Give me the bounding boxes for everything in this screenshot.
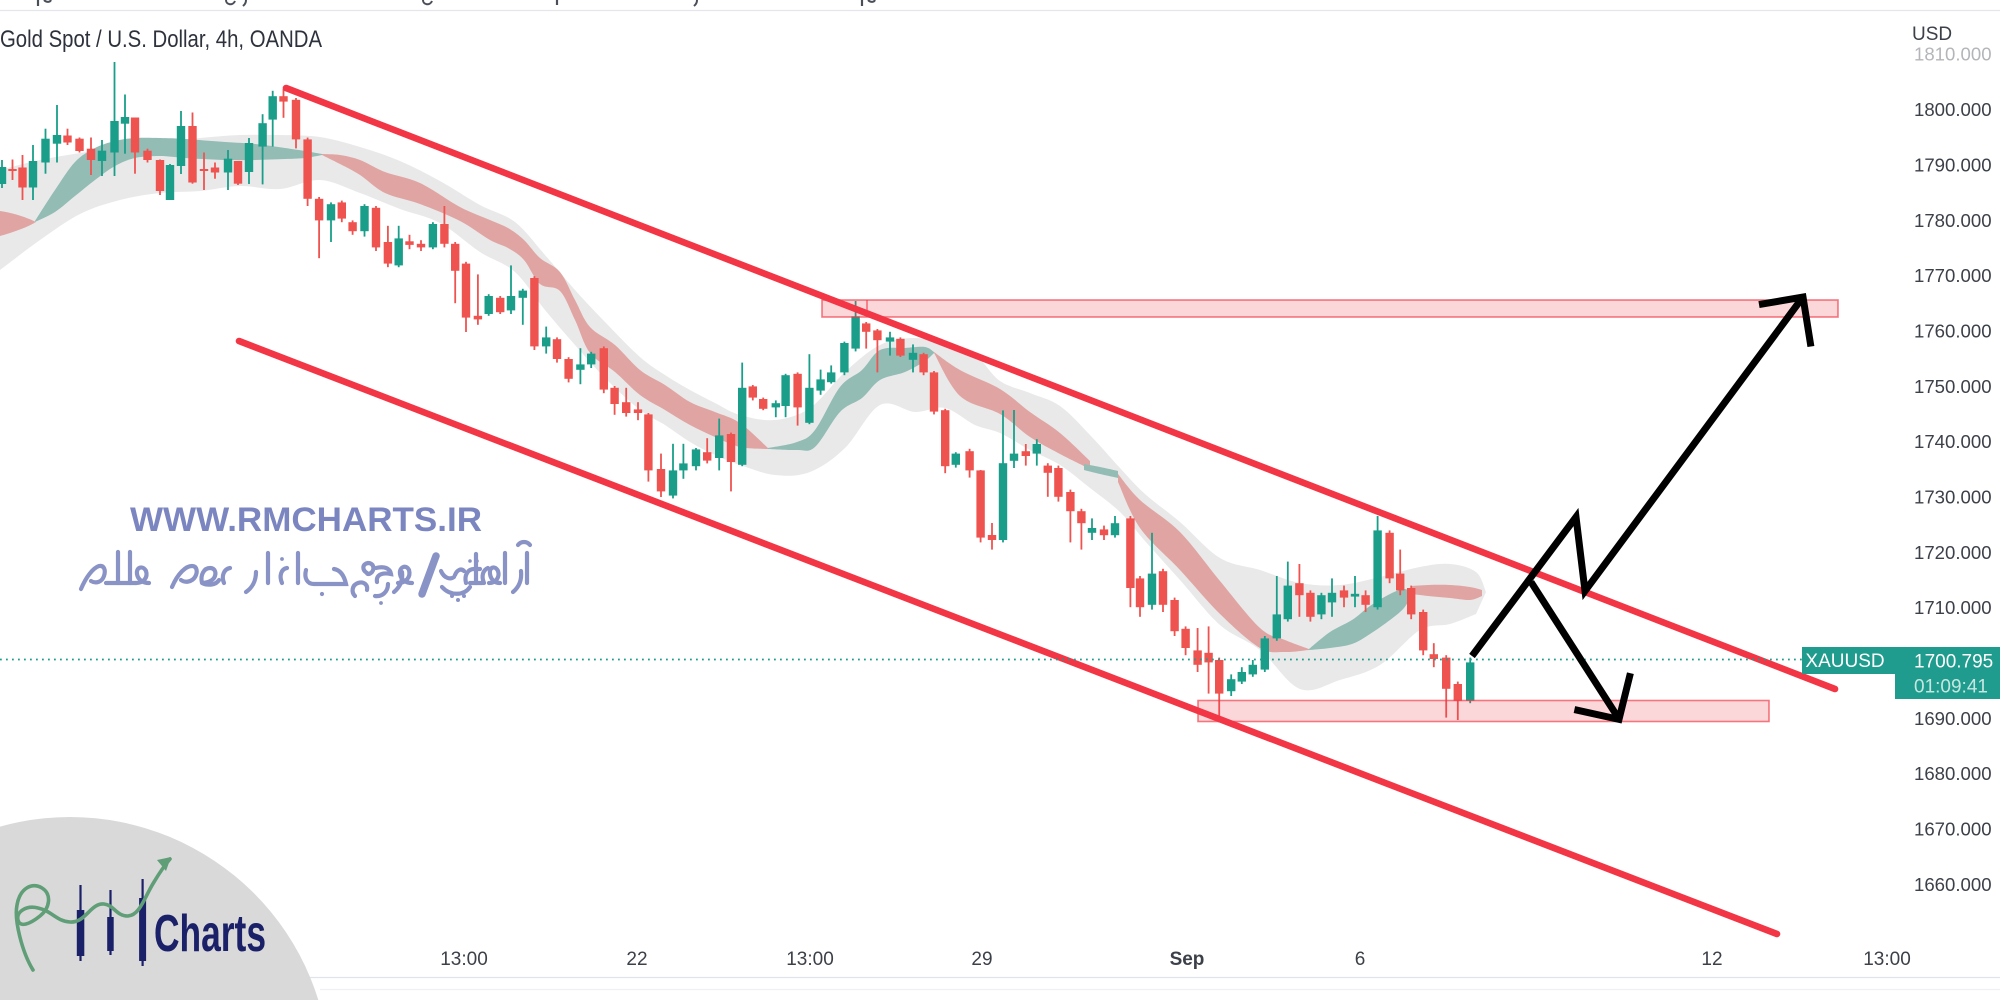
svg-text:1760.000: 1760.000 [1914, 321, 1992, 342]
svg-text:13:00: 13:00 [1863, 949, 1911, 970]
svg-text:1710.000: 1710.000 [1914, 597, 1992, 618]
svg-text:1750.000: 1750.000 [1914, 376, 1992, 397]
svg-text:XAUUSD: XAUUSD [1805, 651, 1884, 672]
svg-text:1690.000: 1690.000 [1914, 708, 1992, 729]
svg-text:1730.000: 1730.000 [1914, 487, 1992, 508]
svg-text:1700.795: 1700.795 [1914, 652, 1993, 673]
svg-text:1740.000: 1740.000 [1914, 431, 1992, 452]
svg-text:1790.000: 1790.000 [1914, 155, 1992, 176]
svg-text:1810.000: 1810.000 [1914, 44, 1992, 65]
svg-text:Gold Spot / U.S. Dollar, 4h, O: Gold Spot / U.S. Dollar, 4h, OANDA [0, 26, 322, 53]
svg-text:Sep: Sep [1170, 949, 1205, 970]
svg-text:1680.000: 1680.000 [1914, 763, 1992, 784]
svg-text:1670.000: 1670.000 [1914, 819, 1992, 840]
svg-text:01:09:41: 01:09:41 [1914, 677, 1988, 698]
svg-text:1770.000: 1770.000 [1914, 265, 1992, 286]
svg-text:1800.000: 1800.000 [1914, 99, 1992, 120]
svg-text:Charts: Charts [154, 905, 266, 963]
svg-text:13:00: 13:00 [440, 949, 488, 970]
svg-text:WWW.RMCHARTS.IR: WWW.RMCHARTS.IR [130, 501, 482, 539]
svg-text:1780.000: 1780.000 [1914, 210, 1992, 231]
svg-text:22: 22 [626, 949, 647, 970]
svg-text:29: 29 [971, 949, 992, 970]
svg-text:1720.000: 1720.000 [1914, 542, 1992, 563]
svg-text:12: 12 [1701, 949, 1722, 970]
svg-text:1660.000: 1660.000 [1914, 874, 1992, 895]
svg-text:USD: USD [1912, 24, 1952, 45]
svg-text:13:00: 13:00 [786, 949, 834, 970]
svg-text:6: 6 [1355, 949, 1366, 970]
